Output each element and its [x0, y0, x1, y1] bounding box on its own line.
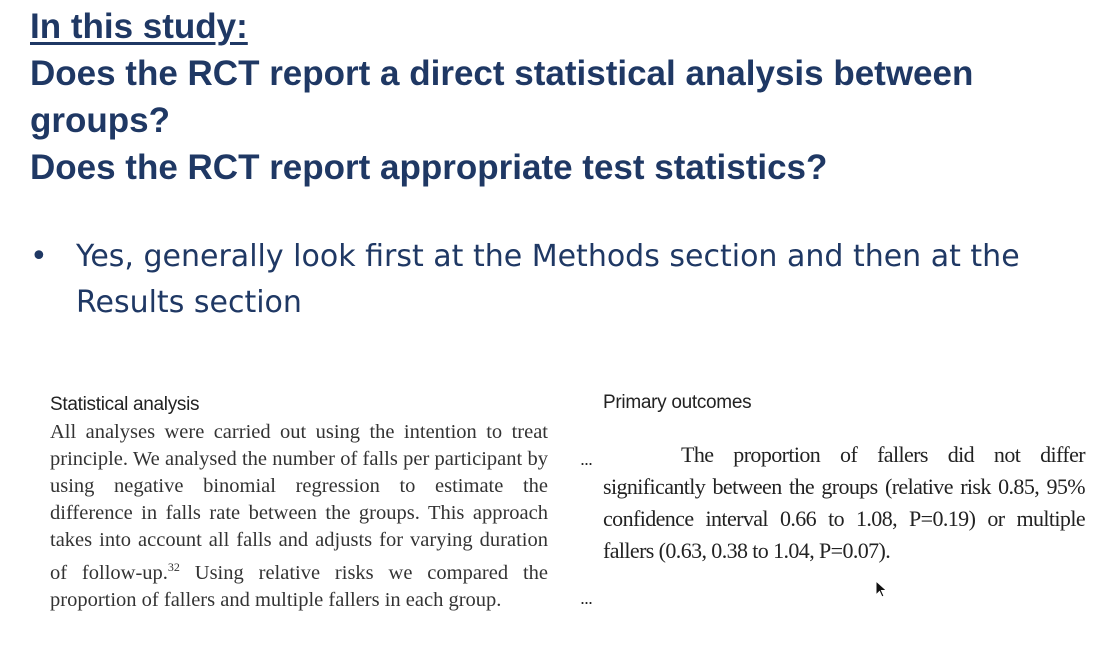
question-test-statistics: Does the RCT report appropriate test sta… — [30, 148, 828, 187]
primary-outcomes-excerpt: Primary outcomes The proportion of falle… — [603, 391, 1086, 567]
slide-heading: In this study: Does the RCT report a dir… — [30, 3, 1100, 191]
bullet-dot-icon: • — [30, 239, 48, 274]
question-statistical-analysis-line-2: groups? — [30, 101, 170, 140]
primary-outcomes-body: The proportion of fallers did not differ… — [603, 442, 1086, 563]
answer-text: Yes, generally look first at the Methods… — [76, 239, 1020, 320]
question-statistical-analysis-line-1: Does the RCT report a direct statistical… — [30, 54, 974, 93]
statistical-analysis-body: All analyses were carried out using the … — [50, 419, 548, 614]
ellipsis-bottom: ... — [580, 588, 593, 608]
ellipsis-top: ... — [580, 449, 593, 469]
statistical-analysis-text-1: All analyses were carried out using the … — [50, 421, 548, 584]
statistical-analysis-title: Statistical analysis — [50, 394, 200, 415]
primary-outcomes-title: Primary outcomes — [603, 392, 752, 413]
study-label: In this study: — [30, 7, 248, 46]
statistical-analysis-excerpt: Statistical analysis All analyses were c… — [50, 393, 548, 614]
mouse-pointer-icon — [875, 580, 888, 598]
statistical-analysis-text-2: Using relative risks we compared the pro… — [50, 561, 548, 611]
reference-marker: 32 — [167, 560, 180, 574]
